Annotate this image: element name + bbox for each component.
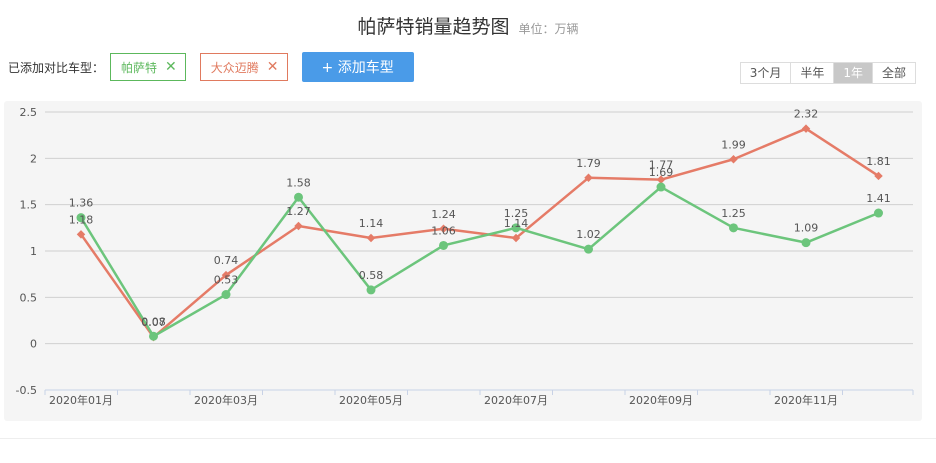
y-tick-label: 2.5	[20, 106, 38, 119]
data-point	[439, 224, 448, 234]
data-label: 1.24	[431, 208, 456, 221]
data-label: 1.36	[69, 197, 94, 210]
x-tick-label: 2020年03月	[194, 393, 258, 407]
chart-header: 帕萨特销量趋势图 单位：万辆	[0, 12, 936, 39]
data-point	[439, 240, 448, 250]
data-label: 0.07	[141, 316, 166, 329]
data-label: 1.14	[504, 217, 529, 230]
divider	[0, 438, 936, 439]
data-point	[801, 238, 811, 248]
compare-label: 已添加对比车型：	[8, 60, 105, 75]
data-point	[656, 182, 666, 192]
compare-toolbar: 已添加对比车型： 帕萨特 ✕ 大众迈腾 ✕ + 添加车型	[8, 52, 414, 82]
data-label: 1.27	[286, 205, 311, 218]
data-label: 1.25	[721, 207, 746, 220]
x-tick-label: 2020年01月	[49, 393, 113, 407]
data-label: 1.77	[649, 159, 674, 172]
series-line	[79, 185, 879, 338]
x-tick-label: 2020年05月	[339, 393, 403, 407]
data-label: 1.58	[286, 176, 311, 189]
data-point	[729, 223, 738, 233]
period-selector: 3个月 半年 1年 全部	[739, 62, 916, 84]
y-tick-label: 0.5	[20, 291, 38, 304]
remove-icon[interactable]: ✕	[266, 59, 279, 75]
data-point	[294, 192, 303, 202]
period-half-year[interactable]: 半年	[790, 63, 834, 83]
data-point	[221, 270, 231, 280]
tag-label: 帕萨特	[121, 60, 158, 75]
data-label: 1.02	[576, 228, 601, 241]
data-label: 1.99	[721, 138, 746, 151]
y-tick-label: 2	[30, 152, 37, 165]
data-label: 0.53	[214, 274, 239, 287]
data-label: 0.08	[141, 315, 166, 328]
period-1-year[interactable]: 1年	[833, 63, 872, 83]
data-label: 1.18	[69, 213, 94, 226]
data-point	[149, 331, 158, 341]
series-line	[79, 127, 880, 339]
data-point	[584, 244, 593, 254]
data-label: 1.69	[649, 166, 674, 179]
data-point	[294, 221, 303, 231]
data-label: 0.74	[214, 254, 239, 267]
compare-tag-passat[interactable]: 帕萨特 ✕	[110, 53, 186, 81]
data-label: 1.41	[866, 192, 891, 205]
data-label: 1.79	[576, 157, 601, 170]
data-point	[366, 233, 376, 243]
y-tick-label: 1	[30, 245, 37, 258]
data-label: 2.32	[794, 108, 819, 121]
x-tick-label: 2020年07月	[484, 393, 548, 407]
remove-icon[interactable]: ✕	[165, 59, 177, 75]
y-tick-label: -0.5	[16, 384, 37, 397]
data-label: 1.81	[866, 155, 891, 168]
chart-background	[4, 101, 922, 421]
period-3-months[interactable]: 3个月	[740, 63, 791, 83]
data-point	[511, 223, 521, 233]
data-label: 1.09	[794, 222, 819, 235]
chart-title: 帕萨特销量趋势图	[357, 16, 510, 38]
data-point	[221, 290, 231, 300]
tag-label: 大众迈腾	[210, 60, 259, 75]
data-point	[76, 230, 86, 239]
data-point	[366, 285, 376, 295]
period-all[interactable]: 全部	[871, 63, 915, 83]
x-tick-label: 2020年11月	[774, 393, 838, 407]
y-tick-label: 1.5	[20, 199, 38, 212]
data-point	[76, 213, 86, 223]
data-point	[874, 208, 883, 218]
data-label: 1.14	[359, 217, 384, 230]
add-model-button[interactable]: + 添加车型	[301, 52, 414, 82]
y-tick-label: 0	[30, 338, 37, 351]
data-label: 1.25	[504, 207, 529, 220]
data-label: 1.06	[431, 224, 456, 237]
data-label: 0.58	[359, 269, 384, 282]
unit-label: 单位：万辆	[518, 22, 579, 36]
x-tick-label: 2020年09月	[629, 393, 693, 407]
compare-tag-magotan[interactable]: 大众迈腾 ✕	[199, 53, 288, 81]
data-point	[729, 155, 738, 164]
